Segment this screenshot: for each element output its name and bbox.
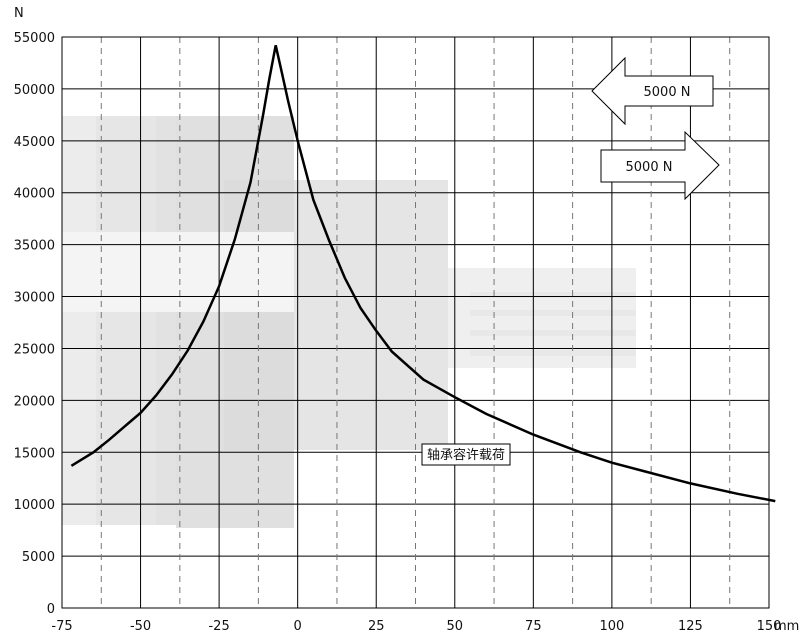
bg-spline [470, 330, 636, 336]
x-tick-label: 100 [599, 619, 624, 634]
right-arrow-annotation: 5000 N [600, 130, 720, 201]
bg-shape [62, 232, 294, 312]
x-tick-labels: -75 -50 -25 0 25 50 75 100 125 150 [51, 619, 781, 634]
y-tick-label: 30000 [14, 291, 55, 306]
x-tick-label: 0 [294, 619, 302, 634]
axes [61, 36, 770, 609]
y-tick-label: 15000 [14, 446, 55, 461]
x-tick-label: -50 [130, 619, 151, 634]
y-tick-label: 0 [47, 602, 55, 617]
bearing-load-annotation: 轴承容许载荷 [421, 443, 511, 466]
left-arrow-annotation: 5000 N [591, 56, 714, 126]
x-axis-unit-label: mm [774, 619, 799, 634]
y-tick-label: 45000 [14, 135, 55, 150]
y-tick-label: 10000 [14, 498, 55, 513]
x-tick-label: 125 [678, 619, 703, 634]
x-tick-label: 50 [447, 619, 464, 634]
y-tick-label: 20000 [14, 394, 55, 409]
bg-shape [156, 116, 176, 525]
x-tick-label: -75 [51, 619, 72, 634]
shaft-background-image [62, 116, 636, 528]
x-tick-label: 150 [757, 619, 782, 634]
y-tick-label: 25000 [14, 342, 55, 357]
y-tick-label: 40000 [14, 187, 55, 202]
y-tick-label: 5000 [22, 550, 55, 565]
grid [61, 36, 770, 609]
bg-spline [470, 350, 636, 356]
bearing-load-label: 轴承容许载荷 [427, 447, 505, 463]
bg-shape [96, 116, 156, 525]
y-tick-label: 55000 [14, 31, 55, 46]
x-tick-label: -25 [208, 619, 229, 634]
series-line [70, 45, 776, 503]
plot-frame [61, 36, 770, 609]
right-arrow-label: 5000 N [626, 160, 673, 175]
y-tick-label: 35000 [14, 239, 55, 254]
bg-shape [294, 180, 448, 450]
bg-spline [470, 292, 636, 298]
x-tick-label: 25 [368, 619, 385, 634]
y-tick-labels: 0 5000 10000 15000 20000 25000 30000 35000 40000… [14, 31, 55, 617]
bg-spline [470, 310, 636, 316]
y-tick-label: 50000 [14, 83, 55, 98]
left-arrow-label: 5000 N [644, 85, 691, 100]
bg-shape [62, 116, 100, 525]
y-axis-unit-label: N [14, 6, 24, 21]
x-tick-label: 75 [525, 619, 542, 634]
